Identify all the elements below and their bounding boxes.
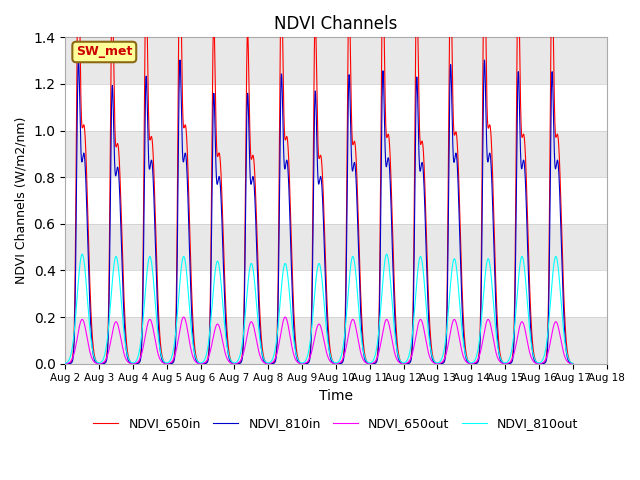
Legend: NDVI_650in, NDVI_810in, NDVI_650out, NDVI_810out: NDVI_650in, NDVI_810in, NDVI_650out, NDV… (88, 412, 584, 435)
NDVI_810out (170, 344, 178, 350)
NDVI_650in (170, 356, 178, 361)
NDVI_650out (164, 360, 172, 366)
Line: NDVI_810out: NDVI_810out (65, 254, 573, 363)
NDVI_650out (61, 361, 69, 367)
Bar (65, 37, 607, 84)
NDVI_810in (567, 360, 575, 366)
NDVI_810in (176, 57, 184, 63)
NDVI_650out (389, 341, 397, 347)
NDVI_810out (569, 360, 577, 366)
NDVI_650in (61, 361, 69, 367)
NDVI_650in (164, 361, 172, 367)
NDVI_650out (461, 357, 468, 363)
NDVI_650in (569, 360, 577, 366)
NDVI_810in (461, 348, 468, 354)
NDVI_650in (389, 233, 397, 239)
Bar (65, 224, 607, 270)
Line: NDVI_810in: NDVI_810in (65, 60, 573, 364)
NDVI_650in (252, 183, 259, 189)
Line: NDVI_650in: NDVI_650in (65, 0, 573, 364)
NDVI_810in (61, 361, 69, 367)
NDVI_810out (61, 360, 69, 366)
NDVI_810out (164, 360, 172, 365)
NDVI_650out (252, 331, 259, 337)
NDVI_810out (567, 360, 575, 365)
NDVI_810out (461, 348, 468, 354)
NDVI_810out (389, 307, 397, 313)
NDVI_650in (461, 338, 468, 344)
NDVI_810in (252, 206, 259, 212)
NDVI_810out (78, 251, 86, 257)
Y-axis label: NDVI Channels (W/m2/nm): NDVI Channels (W/m2/nm) (15, 117, 28, 284)
X-axis label: Time: Time (319, 389, 353, 403)
NDVI_810in (170, 359, 178, 364)
NDVI_650out (567, 360, 575, 366)
NDVI_650out (569, 361, 577, 367)
Bar (65, 131, 607, 177)
NDVI_810out (252, 287, 259, 292)
Text: SW_met: SW_met (76, 46, 132, 59)
NDVI_810in (569, 361, 577, 367)
NDVI_810in (164, 361, 172, 367)
Line: NDVI_650out: NDVI_650out (65, 317, 573, 364)
NDVI_650out (170, 356, 178, 361)
NDVI_650out (180, 314, 188, 320)
NDVI_650in (567, 360, 575, 366)
Title: NDVI Channels: NDVI Channels (274, 15, 397, 33)
Bar (65, 317, 607, 364)
NDVI_810in (389, 258, 397, 264)
